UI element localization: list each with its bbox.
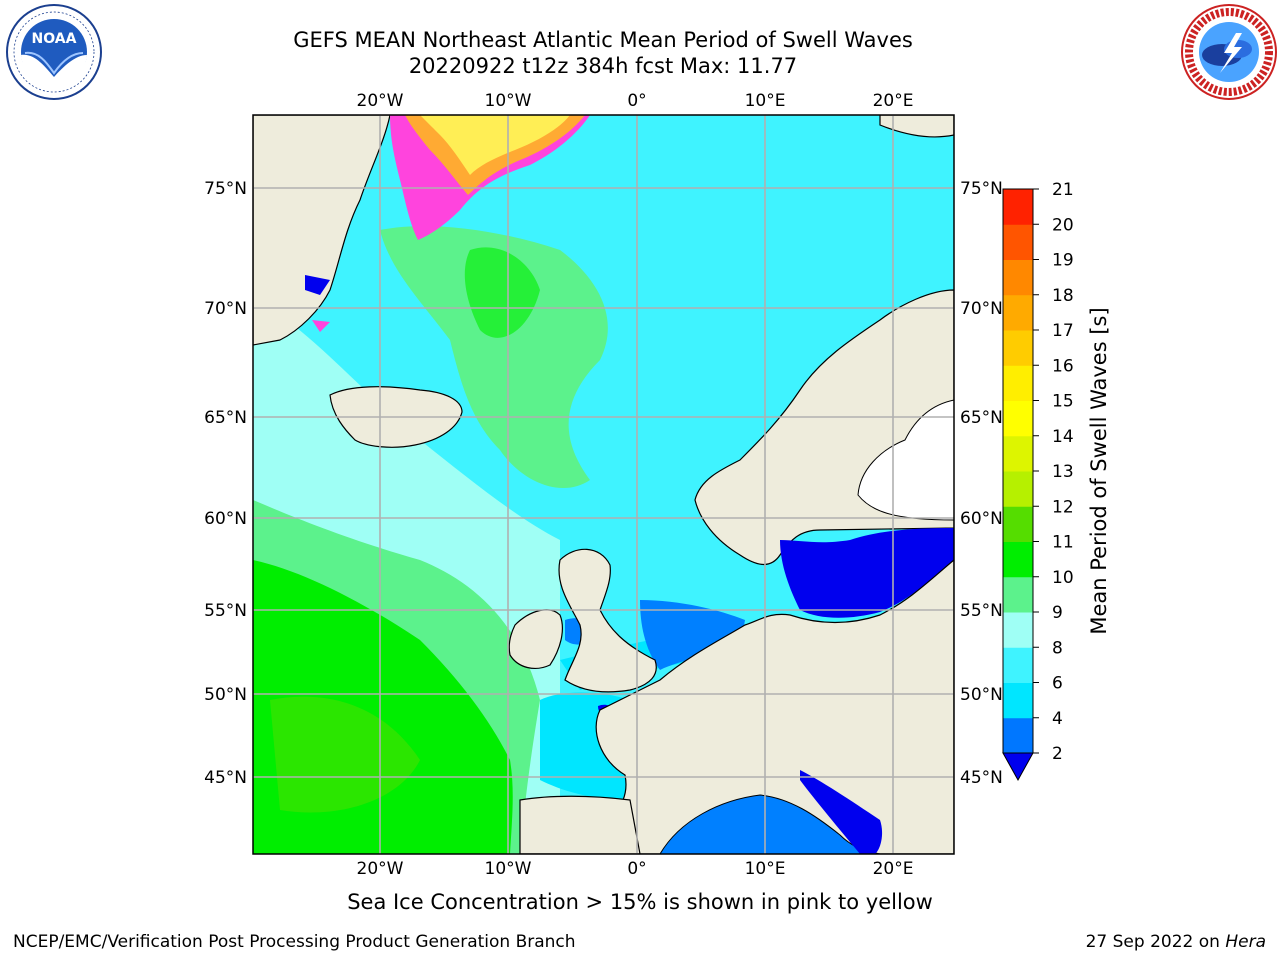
greenland-land xyxy=(253,115,391,346)
great-britain-land xyxy=(558,548,657,693)
lat-label-right-60n: 60°N xyxy=(960,509,1003,529)
colorbar-segment xyxy=(1003,647,1033,683)
run-date-text: 27 Sep 2022 on xyxy=(1085,932,1220,952)
lat-label-right-70n: 70°N xyxy=(960,299,1003,319)
colorbar-segment xyxy=(1003,189,1033,225)
europe-land xyxy=(529,559,954,854)
colorbar-segment xyxy=(1003,259,1033,296)
colorbar-segment xyxy=(1003,330,1033,366)
lat-label-left-45n: 45°N xyxy=(204,768,247,788)
colorbar-segment xyxy=(1003,224,1033,260)
colorbar-tick-label: 13 xyxy=(1052,462,1074,482)
colorbar-segment xyxy=(1003,682,1033,719)
lon-label-top-0: 0° xyxy=(627,91,646,111)
colorbar-segment xyxy=(1003,506,1033,542)
lat-label-right-65n: 65°N xyxy=(960,408,1003,428)
lat-label-left-70n: 70°N xyxy=(204,299,247,319)
lat-label-right-45n: 45°N xyxy=(960,768,1003,788)
ice-note: Sea Ice Concentration > 15% is shown in … xyxy=(347,890,933,914)
colorbar-segment xyxy=(1003,435,1033,472)
colorbar-tick-label: 18 xyxy=(1052,286,1074,306)
baltic-sea xyxy=(780,528,954,618)
norwegian-sea-green xyxy=(380,226,608,489)
run-date: 27 Sep 2022 on Hera xyxy=(1086,932,1266,952)
colorbar-tick-label: 9 xyxy=(1052,603,1063,623)
colorbar-tick-label: 20 xyxy=(1052,215,1074,235)
lon-label-bottom-20w: 20°W xyxy=(357,859,404,879)
lat-label-left-60n: 60°N xyxy=(204,509,247,529)
chart-title: GEFS MEAN Northeast Atlantic Mean Period… xyxy=(293,28,913,52)
lon-label-top-10e: 10°E xyxy=(745,91,786,111)
colorbar-tick-label: 16 xyxy=(1052,356,1074,376)
colorbar-tick-label: 19 xyxy=(1052,251,1074,271)
colorbar-segment xyxy=(1003,576,1033,613)
colorbar-tick-label: 4 xyxy=(1052,709,1063,729)
lon-label-top-20w: 20°W xyxy=(357,91,404,111)
colorbar-tick-label: 11 xyxy=(1052,533,1074,553)
colorbar-extend-arrow xyxy=(1002,752,1034,782)
lat-label-left-50n: 50°N xyxy=(204,685,247,705)
map-frame xyxy=(252,114,955,855)
colorbar-tick-label: 2 xyxy=(1052,744,1063,764)
lon-label-bottom-10w: 10°W xyxy=(485,859,532,879)
colorbar-tick-label: 10 xyxy=(1052,568,1074,588)
colorbar-tick-label: 12 xyxy=(1052,497,1074,517)
iberia-land xyxy=(519,795,641,854)
lat-label-right-50n: 50°N xyxy=(960,685,1003,705)
lon-label-bottom-10e: 10°E xyxy=(745,859,786,879)
colorbar-tick-label: 6 xyxy=(1052,674,1063,694)
lat-label-right-55n: 55°N xyxy=(960,601,1003,621)
lat-label-left-55n: 55°N xyxy=(204,601,247,621)
lon-label-bottom-0: 0° xyxy=(627,859,646,879)
nws-logo xyxy=(1181,4,1277,100)
noaa-logo: NOAA xyxy=(6,4,102,100)
colorbar-tick-label: 21 xyxy=(1052,180,1074,200)
colorbar-tick-label: 17 xyxy=(1052,321,1074,341)
lon-label-bottom-20e: 20°E xyxy=(873,859,914,879)
norwegian-sea-green-core xyxy=(464,247,540,338)
map-gridlines xyxy=(253,115,954,854)
greenland-fjord-low xyxy=(305,275,330,295)
machine-name: Hera xyxy=(1225,932,1266,952)
lat-label-left-75n: 75°N xyxy=(204,179,247,199)
lat-label-left-65n: 65°N xyxy=(204,408,247,428)
lon-label-top-10w: 10°W xyxy=(485,91,532,111)
colorbar-segment xyxy=(1003,541,1033,578)
swell-11-12-patch xyxy=(270,696,420,813)
lon-label-top-20e: 20°E xyxy=(873,91,914,111)
colorbar-segment xyxy=(1003,717,1033,754)
colorbar-tick-label: 14 xyxy=(1052,427,1074,447)
colorbar-segment xyxy=(1003,294,1033,331)
chart-subtitle: 20220922 t12z 384h fcst Max: 11.77 xyxy=(408,54,798,78)
sea-ice-yellow xyxy=(420,115,570,175)
adriatic-sea xyxy=(800,770,883,854)
colorbar-segment xyxy=(1003,471,1033,507)
colorbar-title: Mean Period of Swell Waves [s] xyxy=(1087,307,1111,634)
colorbar-tick-label: 8 xyxy=(1052,638,1063,658)
sea-ice-greenland-fjord xyxy=(312,320,330,332)
colorbar-tick-label: 15 xyxy=(1052,392,1074,412)
lat-label-right-75n: 75°N xyxy=(960,179,1003,199)
credit-text: NCEP/EMC/Verification Post Processing Pr… xyxy=(13,932,576,952)
colorbar-segment xyxy=(1003,612,1033,648)
colorbar-segment xyxy=(1003,400,1033,437)
noaa-logo-text: NOAA xyxy=(32,31,77,47)
map-area xyxy=(253,115,954,854)
colorbar: 2 4 6 8 9 10 11 12 13 14 15 16 17 18 19 20 21 xyxy=(1002,180,1074,782)
colorbar-segment xyxy=(1003,365,1033,401)
